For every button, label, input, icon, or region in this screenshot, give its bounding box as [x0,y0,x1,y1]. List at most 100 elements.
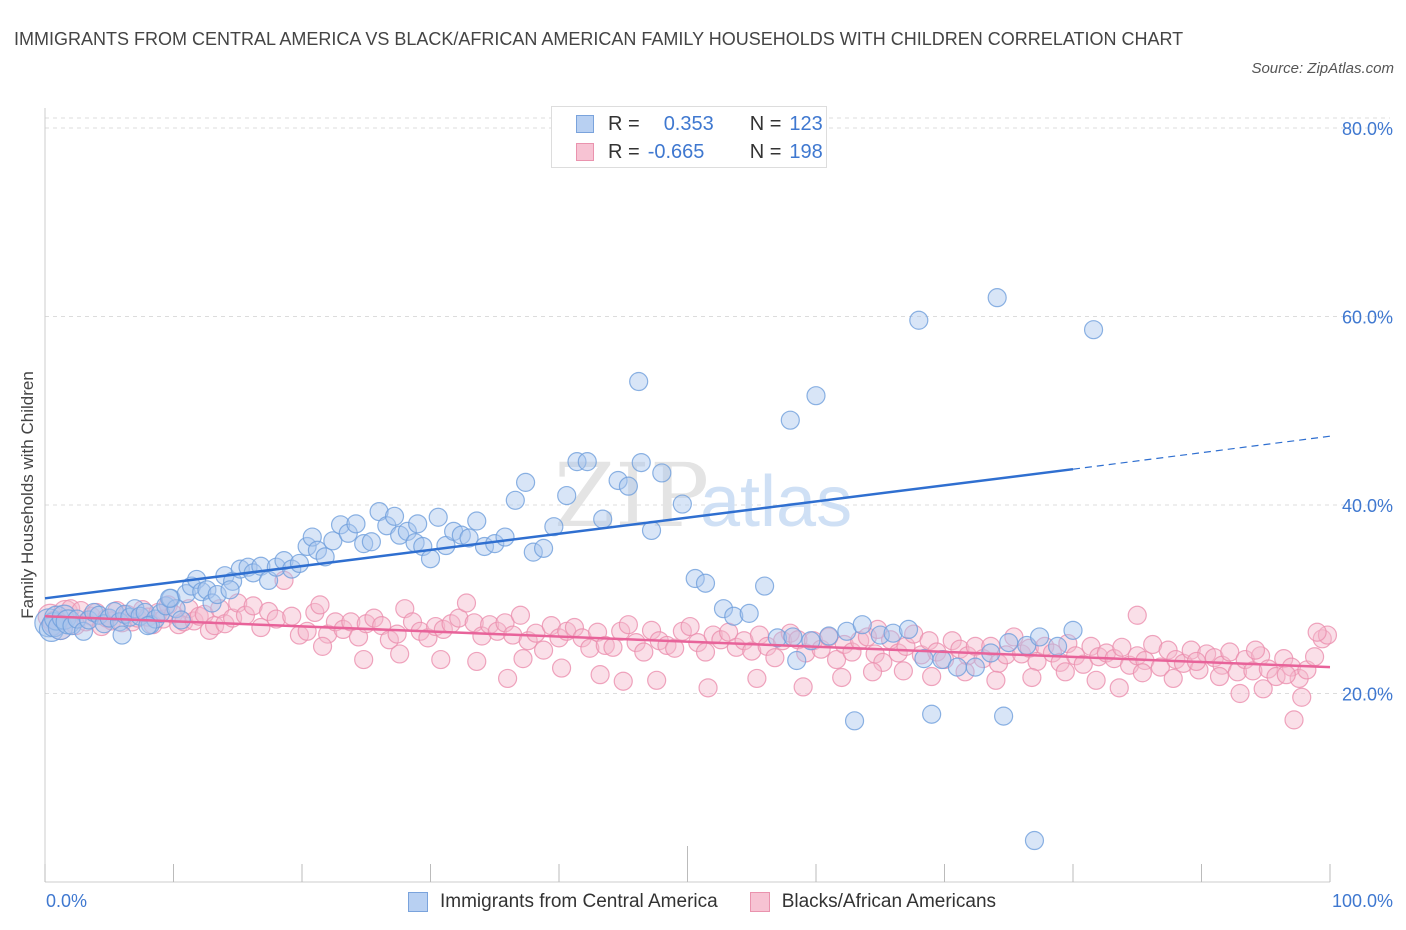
data-point [456,593,477,613]
data-point [112,625,132,645]
legend-row-blacks: R = -0.665 N = 198 [576,140,823,164]
data-point [665,638,685,658]
legend-n-label: N = [749,140,782,163]
data-point [1245,640,1266,660]
data-point [354,649,374,670]
data-point [747,668,767,689]
data-point [987,288,1007,308]
legend-n-value: 198 [789,140,823,163]
data-point [919,631,939,651]
data-point [1304,647,1325,667]
data-point [1073,654,1093,674]
data-point [431,649,451,670]
data-point [166,599,186,619]
data-point [613,671,633,691]
data-point [685,568,705,589]
trend-lines [44,435,1331,669]
data-point [533,538,554,558]
trend-line-immigrants-extension [1072,435,1331,470]
data-point [680,616,700,637]
legend-r-value: -0.665 [647,140,705,163]
data-point [515,472,536,492]
legend-swatch-pink [749,892,770,912]
data-point [986,670,1006,690]
data-point [1063,620,1083,640]
legend-n-label: N = [749,112,782,135]
data-point [408,514,428,534]
data-point [1055,662,1075,682]
data-point [1112,637,1132,657]
data-point [767,628,788,648]
data-point [341,612,361,632]
data-point [420,549,441,569]
data-point [505,490,525,510]
data-point [282,606,302,626]
data-point [551,658,572,678]
data-point [467,651,487,672]
data-point [922,704,942,724]
data-point [451,525,471,545]
data-point [266,609,286,629]
data-point [258,601,279,622]
data-point [1284,710,1304,730]
data-point [361,532,381,552]
watermark: ZIP atlas [554,444,852,547]
data-point [922,666,942,687]
data-point [981,636,1001,656]
data-point [160,588,180,608]
data-point [862,662,883,682]
x-tick-label: 0.0% [46,891,87,911]
data-point [1292,687,1312,707]
data-point [467,511,487,531]
data-point [1209,666,1230,687]
data-point [364,608,384,628]
data-point [695,573,716,593]
legend-r-label: R = [608,112,640,135]
legend-row-immigrants: R = 0.353 N = 123 [576,112,823,136]
data-point [595,635,615,656]
data-point [852,615,872,635]
data-point [806,386,826,406]
data-point [312,636,333,656]
data-point [449,608,469,628]
data-point [742,641,762,661]
y-tick-label: 40.0% [1342,496,1393,516]
data-point [787,650,807,671]
legend-item-immigrants[interactable]: Immigrants from Central America [408,891,718,913]
data-point [1253,679,1273,699]
data-point [883,623,903,643]
data-point [577,452,597,472]
data-point [297,536,317,557]
data-point [513,649,533,669]
correlation-legend: R = 0.353 N = 123 R = -0.665 N = 198 [551,106,827,168]
data-point [618,615,638,635]
data-point [999,633,1019,653]
data-point [1150,657,1170,677]
data-point [472,626,492,646]
data-point [965,657,985,677]
data-point [397,521,417,541]
data-point [495,527,515,547]
legend-swatch-blue [408,892,428,912]
trend-line-immigrants [44,467,1074,600]
data-point [1083,320,1104,340]
legend-swatch-pink [576,143,594,161]
data-point [724,606,744,626]
data-point [171,610,191,630]
data-point [418,628,438,648]
data-point [1307,622,1327,642]
data-point [207,584,227,605]
data-point [765,648,785,668]
legend-item-blacks[interactable]: Blacks/African Americans [749,891,996,913]
data-point [888,643,908,663]
legend-swatch-blue [576,115,594,133]
series-legend: Immigrants from Central America Blacks/A… [408,890,1028,914]
data-point [1029,627,1050,647]
data-point [909,310,929,330]
data-point [603,637,623,657]
data-point [629,371,649,392]
data-point [819,626,839,646]
source-note: Source: ZipAtlas.com [1251,60,1394,77]
data-point [1220,642,1240,662]
data-point [947,657,967,677]
